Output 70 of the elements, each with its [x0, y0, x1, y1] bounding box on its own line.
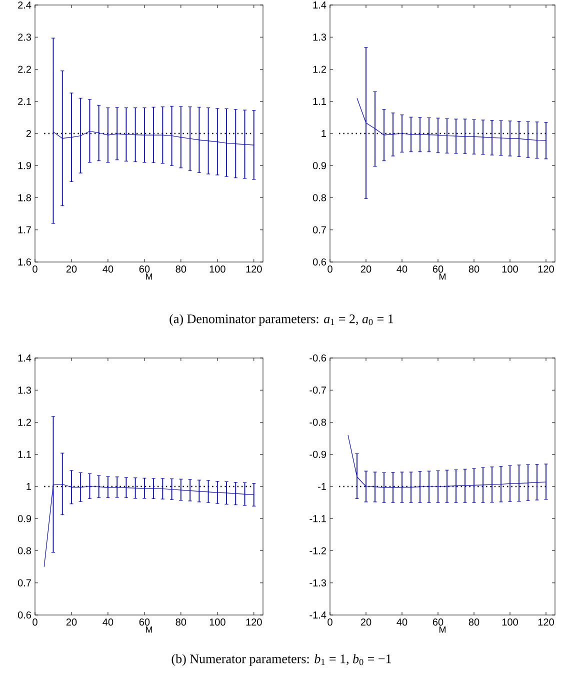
x-tick-label: 40 — [396, 618, 408, 626]
x-tick-label: 40 — [102, 618, 114, 626]
x-tick-label: 60 — [432, 266, 444, 273]
text: (a) Denominator parameters: a$_{1}$ = 2, a$_{0}$ = 1 — [170, 314, 394, 326]
x-tick-label: 60 — [432, 618, 444, 626]
x-tick-label: 100 — [502, 266, 518, 273]
x-tick-label: 80 — [468, 266, 480, 273]
y-tick-label: -0.6 — [310, 354, 326, 362]
x-tick-label: 100 — [210, 266, 226, 273]
text: (b) Numerator parameters: b$_{1}$ = 1, b$_{0}$ = −1 — [172, 654, 391, 666]
x-axis-title: M — [146, 626, 152, 633]
x-tick-label: 20 — [360, 618, 372, 626]
x-tick-label: 60 — [139, 266, 150, 273]
x-tick-label: 120 — [538, 618, 554, 626]
y-tick-label: 0.8 — [312, 194, 326, 202]
x-tick-label: 80 — [176, 618, 186, 626]
x-tick-label: 20 — [66, 618, 77, 626]
y-tick-label: 1.3 — [313, 34, 326, 41]
x-tick-label: 120 — [246, 618, 262, 626]
y-tick-label: 1.4 — [18, 354, 32, 362]
y-tick-label: 1.7 — [18, 226, 31, 234]
y-tick-label: 1.2 — [313, 66, 326, 73]
x-tick-label: 0 — [328, 266, 332, 273]
x-tick-label: 80 — [176, 266, 186, 273]
x-axis-title: M — [146, 273, 152, 280]
y-tick-label: -1.2 — [310, 547, 326, 554]
y-tick-label: -0.8 — [310, 418, 326, 426]
y-tick-label: -1.3 — [310, 579, 326, 586]
y-tick-label: 1.3 — [18, 386, 32, 394]
x-tick-label: 120 — [538, 266, 554, 273]
y-tick-label: -0.9 — [310, 450, 326, 458]
x-tick-label: 40 — [396, 266, 408, 273]
y-tick-label: 0.6 — [312, 258, 326, 266]
y-tick-label: 0.9 — [18, 515, 32, 522]
y-tick-label: 1 — [26, 483, 31, 490]
y-tick-label: 2.3 — [18, 34, 32, 41]
x-axis-title: M — [439, 626, 446, 633]
x-tick-label: 40 — [102, 266, 114, 273]
y-tick-label: -1 — [318, 483, 326, 490]
y-tick-label: 1.1 — [18, 450, 31, 458]
y-tick-label: 1.8 — [18, 194, 32, 202]
x-tick-label: 0 — [328, 618, 332, 626]
x-tick-label: 20 — [360, 266, 372, 273]
x-tick-label: 120 — [246, 266, 262, 273]
y-tick-label: 2.2 — [18, 66, 31, 73]
x-tick-label: 100 — [210, 618, 226, 626]
y-tick-label: -1.4 — [310, 612, 326, 618]
y-tick-label: 1 — [322, 130, 326, 137]
y-tick-label: 1.9 — [18, 162, 32, 170]
y-tick-label: 0.7 — [18, 579, 31, 586]
x-tick-label: 60 — [139, 618, 150, 626]
y-tick-label: -0.7 — [310, 386, 326, 394]
y-tick-label: 2.4 — [18, 2, 32, 8]
y-tick-label: 1.1 — [313, 98, 326, 105]
y-tick-label: 2 — [26, 130, 31, 137]
y-tick-label: 1.6 — [18, 258, 32, 266]
x-axis-title: M — [439, 273, 446, 280]
y-tick-label: 1.2 — [18, 418, 31, 426]
x-tick-label: 0 — [32, 266, 38, 273]
x-tick-label: 0 — [32, 618, 38, 626]
y-tick-label: 1.4 — [313, 2, 326, 8]
y-tick-label: 2.1 — [18, 98, 31, 105]
y-tick-label: 0.8 — [18, 547, 32, 554]
y-tick-label: 0.6 — [18, 611, 32, 619]
y-tick-label: -1.1 — [310, 515, 326, 522]
y-tick-label: 0.9 — [312, 162, 326, 170]
x-tick-label: 20 — [66, 266, 77, 273]
x-tick-label: 80 — [468, 618, 480, 626]
y-tick-label: 0.7 — [312, 226, 326, 234]
x-tick-label: 100 — [502, 618, 518, 626]
